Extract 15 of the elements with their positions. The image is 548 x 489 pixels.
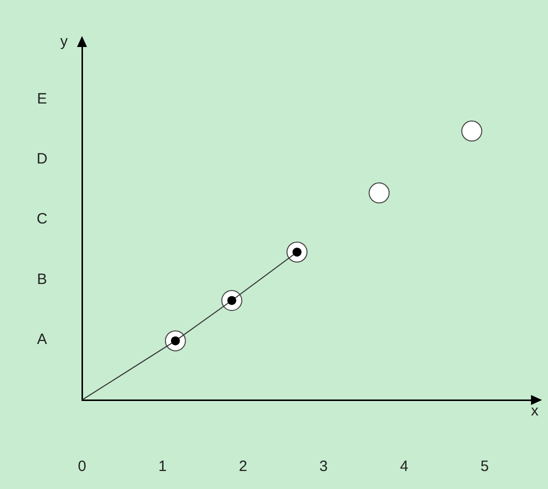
text: y	[60, 33, 68, 50]
x-axis-title: x	[530, 402, 539, 420]
text: A	[36, 330, 48, 348]
text: D	[36, 150, 48, 168]
text: E	[36, 90, 48, 108]
x-tick-label: 4	[400, 458, 408, 476]
text: B	[36, 270, 48, 288]
x-tick-label: 3	[319, 458, 328, 476]
text: C	[36, 210, 48, 228]
point	[368, 182, 390, 204]
x-tick-label: 1	[158, 458, 167, 476]
x-tick-label: 0	[78, 458, 86, 476]
point	[461, 120, 482, 142]
x-tick-label: 2	[238, 458, 248, 476]
x-tick-label: 5	[480, 458, 489, 476]
